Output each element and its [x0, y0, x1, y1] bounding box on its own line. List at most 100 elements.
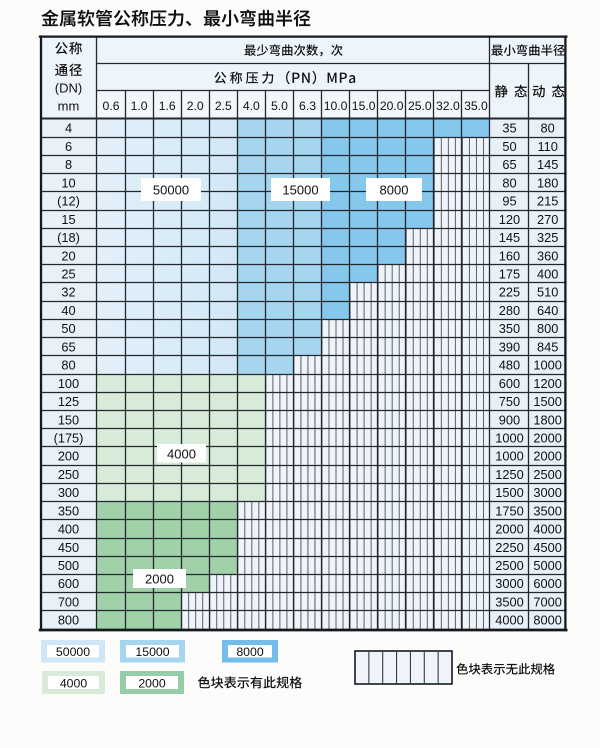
- svg-text:32.0: 32.0: [436, 99, 460, 113]
- svg-text:150: 150: [58, 412, 79, 427]
- svg-text:1200: 1200: [533, 376, 561, 391]
- svg-text:1.0: 1.0: [131, 99, 148, 113]
- svg-text:845: 845: [537, 339, 558, 354]
- svg-text:800: 800: [537, 321, 558, 336]
- svg-text:4000: 4000: [533, 522, 561, 537]
- svg-text:450: 450: [58, 540, 79, 555]
- svg-text:2500: 2500: [533, 467, 561, 482]
- svg-text:1500: 1500: [495, 485, 523, 500]
- svg-text:4000: 4000: [495, 613, 523, 628]
- svg-text:2500: 2500: [495, 558, 523, 573]
- svg-text:700: 700: [58, 594, 79, 609]
- svg-text:32: 32: [61, 285, 75, 300]
- svg-text:80: 80: [61, 358, 75, 373]
- svg-text:2.5: 2.5: [215, 99, 232, 113]
- svg-text:4: 4: [65, 121, 72, 136]
- svg-text:15000: 15000: [282, 183, 318, 198]
- svg-text:640: 640: [537, 303, 558, 318]
- svg-text:750: 750: [499, 394, 520, 409]
- svg-text:350: 350: [499, 321, 520, 336]
- svg-text:350: 350: [58, 503, 79, 518]
- svg-text:20.0: 20.0: [380, 99, 404, 113]
- svg-text:400: 400: [58, 522, 79, 537]
- svg-text:25.0: 25.0: [408, 99, 432, 113]
- svg-text:5000: 5000: [533, 558, 561, 573]
- svg-text:390: 390: [499, 339, 520, 354]
- svg-text:35: 35: [502, 121, 516, 136]
- svg-text:(18): (18): [57, 230, 80, 245]
- svg-text:360: 360: [537, 248, 558, 263]
- svg-text:6000: 6000: [533, 576, 561, 591]
- svg-text:110: 110: [537, 139, 557, 154]
- svg-text:2.0: 2.0: [187, 99, 204, 113]
- svg-text:125: 125: [58, 394, 79, 409]
- svg-text:145: 145: [499, 230, 520, 245]
- svg-text:50: 50: [61, 321, 75, 336]
- svg-text:65: 65: [502, 157, 516, 172]
- svg-text:50000: 50000: [56, 645, 90, 659]
- svg-text:3500: 3500: [533, 503, 561, 518]
- svg-text:4500: 4500: [533, 540, 561, 555]
- svg-text:2000: 2000: [533, 449, 561, 464]
- svg-text:180: 180: [537, 175, 558, 190]
- svg-text:1000: 1000: [533, 358, 561, 373]
- svg-text:160: 160: [499, 248, 520, 263]
- svg-text:510: 510: [537, 285, 558, 300]
- svg-text:(DN): (DN): [55, 81, 82, 96]
- svg-text:95: 95: [502, 194, 516, 209]
- svg-text:3000: 3000: [495, 576, 523, 591]
- svg-text:10.0: 10.0: [324, 99, 348, 113]
- svg-text:3000: 3000: [533, 485, 561, 500]
- svg-text:4.0: 4.0: [243, 99, 260, 113]
- svg-text:(12): (12): [57, 194, 80, 209]
- svg-text:270: 270: [537, 212, 558, 227]
- svg-text:280: 280: [499, 303, 520, 318]
- svg-text:40: 40: [61, 303, 75, 318]
- svg-text:500: 500: [58, 558, 79, 573]
- svg-text:80: 80: [541, 121, 555, 136]
- svg-text:15000: 15000: [135, 645, 169, 659]
- svg-text:2000: 2000: [533, 430, 561, 445]
- svg-text:1800: 1800: [533, 412, 561, 427]
- svg-text:15.0: 15.0: [352, 99, 376, 113]
- svg-text:1.6: 1.6: [159, 99, 176, 113]
- svg-text:0.6: 0.6: [103, 99, 120, 113]
- svg-text:50: 50: [502, 139, 516, 154]
- svg-text:25: 25: [61, 266, 75, 281]
- svg-text:4000: 4000: [60, 676, 88, 690]
- svg-text:480: 480: [499, 358, 520, 373]
- svg-text:4000: 4000: [167, 446, 196, 461]
- svg-text:2250: 2250: [495, 540, 523, 555]
- svg-text:900: 900: [499, 412, 520, 427]
- svg-text:215: 215: [537, 194, 558, 209]
- svg-text:80: 80: [502, 175, 516, 190]
- svg-text:400: 400: [537, 266, 558, 281]
- svg-text:2000: 2000: [138, 676, 166, 690]
- svg-text:225: 225: [499, 285, 520, 300]
- svg-text:7000: 7000: [533, 594, 561, 609]
- svg-text:600: 600: [58, 576, 79, 591]
- svg-text:600: 600: [499, 376, 520, 391]
- svg-text:1000: 1000: [495, 449, 523, 464]
- svg-text:100: 100: [58, 376, 79, 391]
- svg-text:8000: 8000: [236, 645, 264, 659]
- svg-text:3500: 3500: [495, 594, 523, 609]
- svg-text:6: 6: [65, 139, 72, 154]
- svg-text:2000: 2000: [495, 522, 523, 537]
- svg-text:10: 10: [61, 175, 75, 190]
- svg-text:800: 800: [58, 613, 79, 628]
- svg-text:1750: 1750: [495, 503, 523, 518]
- svg-text:300: 300: [58, 485, 79, 500]
- svg-text:250: 250: [58, 467, 79, 482]
- svg-text:175: 175: [499, 266, 520, 281]
- svg-text:8: 8: [65, 157, 72, 172]
- svg-text:6.3: 6.3: [299, 99, 316, 113]
- svg-text:120: 120: [499, 212, 520, 227]
- svg-text:35.0: 35.0: [464, 99, 488, 113]
- svg-text:20: 20: [61, 248, 75, 263]
- svg-text:145: 145: [537, 157, 558, 172]
- svg-text:(175): (175): [54, 430, 84, 445]
- svg-text:15: 15: [61, 212, 75, 227]
- svg-text:1000: 1000: [495, 430, 523, 445]
- svg-text:5.0: 5.0: [271, 99, 288, 113]
